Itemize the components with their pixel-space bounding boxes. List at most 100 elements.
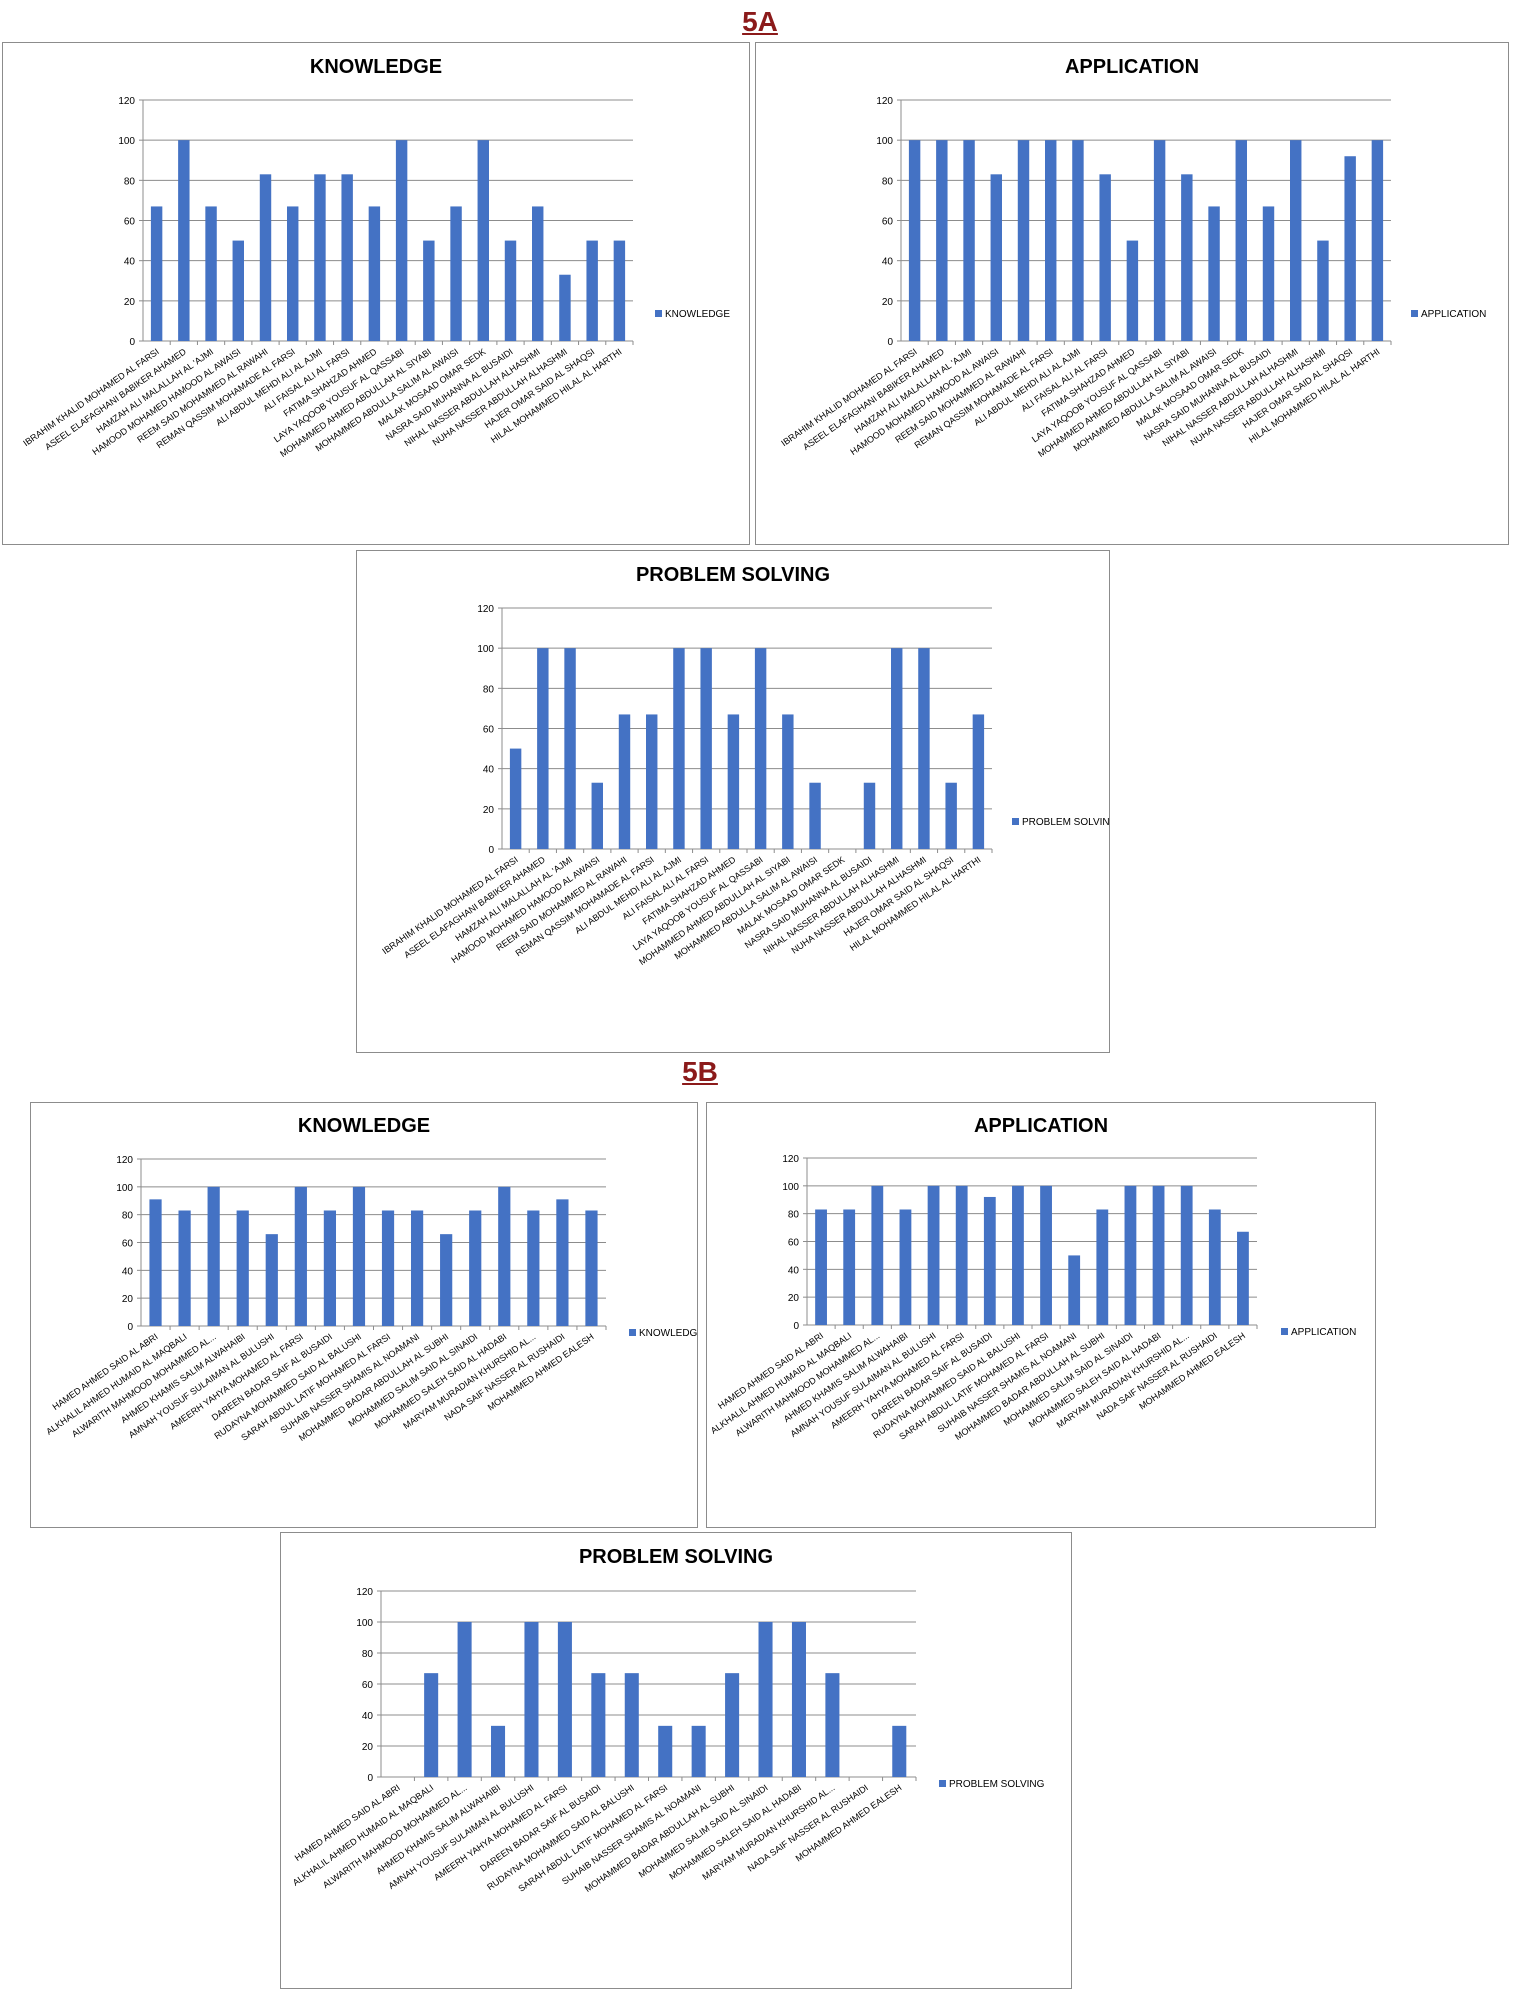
bar bbox=[1208, 206, 1220, 341]
chart-title: KNOWLEDGE bbox=[310, 56, 442, 78]
y-tick-label: 60 bbox=[362, 1680, 374, 1691]
legend-label: KNOWLEDGE bbox=[665, 309, 730, 320]
bar bbox=[352, 1186, 366, 1326]
bar bbox=[1126, 240, 1139, 341]
bar bbox=[314, 174, 326, 341]
chart-5b-knowledge: KNOWLEDGE 0 20 40 60 80 100 120 HAMED AHMED SAID… bbox=[30, 1102, 698, 1528]
chart-title: PROBLEM SOLVING bbox=[579, 1546, 773, 1568]
bar bbox=[259, 174, 272, 341]
bar bbox=[908, 140, 921, 341]
legend-label: APPLICATION bbox=[1291, 1327, 1356, 1338]
bar bbox=[537, 648, 549, 849]
bar bbox=[491, 1725, 506, 1777]
bar bbox=[423, 240, 435, 341]
bar bbox=[1180, 1185, 1193, 1325]
y-tick-label: 20 bbox=[483, 805, 495, 816]
bar bbox=[532, 206, 544, 341]
y-tick-label: 0 bbox=[488, 845, 494, 856]
legend-label: KNOWLEDGE bbox=[639, 1328, 697, 1339]
legend-swatch bbox=[1012, 818, 1019, 825]
bar bbox=[725, 1673, 740, 1777]
chart-title: APPLICATION bbox=[1065, 56, 1199, 78]
bar bbox=[1344, 156, 1356, 341]
y-tick-label: 0 bbox=[129, 337, 135, 348]
bar bbox=[178, 1210, 191, 1326]
y-tick-label: 20 bbox=[788, 1293, 800, 1304]
bar bbox=[782, 714, 794, 849]
bar bbox=[1208, 1209, 1221, 1325]
y-tick-label: 120 bbox=[782, 1154, 799, 1165]
bar bbox=[1153, 140, 1166, 341]
bar bbox=[863, 782, 876, 849]
section-title-5a: 5A bbox=[742, 6, 778, 37]
bar bbox=[1371, 140, 1384, 341]
y-tick-label: 0 bbox=[127, 1322, 133, 1333]
bar bbox=[557, 1622, 572, 1777]
y-tick-label: 60 bbox=[122, 1239, 134, 1250]
legend-swatch bbox=[655, 310, 662, 317]
bar bbox=[450, 206, 462, 341]
bar bbox=[504, 240, 517, 341]
bar bbox=[287, 206, 299, 341]
legend-swatch bbox=[939, 1780, 946, 1787]
bar bbox=[963, 140, 975, 341]
section-title-5b: 5B bbox=[682, 1056, 718, 1087]
y-tick-label: 40 bbox=[124, 257, 136, 268]
bar bbox=[381, 1210, 395, 1326]
bar bbox=[591, 1673, 606, 1777]
bar bbox=[395, 140, 408, 341]
bar bbox=[457, 1622, 472, 1777]
bar bbox=[232, 240, 244, 341]
bar bbox=[927, 1185, 940, 1325]
bar bbox=[1124, 1185, 1137, 1325]
y-tick-label: 0 bbox=[367, 1773, 373, 1784]
bar bbox=[294, 1186, 307, 1326]
y-tick-label: 40 bbox=[362, 1711, 374, 1722]
chart-5a-application: APPLICATION 0 20 40 60 80 100 120 IBRAHIM KHALID… bbox=[755, 42, 1509, 545]
bar bbox=[265, 1234, 278, 1326]
chart-title: PROBLEM SOLVING bbox=[636, 564, 830, 586]
bar bbox=[613, 240, 626, 341]
bar bbox=[815, 1209, 827, 1325]
bar bbox=[591, 782, 603, 849]
bar bbox=[791, 1622, 806, 1777]
bar bbox=[758, 1622, 773, 1777]
bar bbox=[1237, 1231, 1249, 1325]
y-tick-label: 20 bbox=[124, 297, 136, 308]
y-tick-label: 80 bbox=[882, 176, 894, 187]
y-tick-label: 100 bbox=[356, 1618, 373, 1629]
bar bbox=[205, 206, 217, 341]
legend-label: APPLICATION bbox=[1421, 309, 1486, 320]
y-tick-label: 40 bbox=[882, 257, 894, 268]
bar bbox=[207, 1186, 220, 1326]
bar bbox=[236, 1210, 249, 1326]
bar bbox=[673, 648, 685, 849]
y-tick-label: 0 bbox=[887, 337, 893, 348]
bar bbox=[1040, 1185, 1052, 1325]
bar bbox=[809, 782, 821, 849]
chart-5a-knowledge: KNOWLEDGE 0 20 40 60 80 100 120 IBRAHIM KHALID M… bbox=[2, 42, 750, 545]
y-tick-label: 60 bbox=[124, 217, 136, 228]
bar bbox=[945, 782, 957, 849]
y-tick-label: 100 bbox=[118, 136, 135, 147]
bar bbox=[1012, 1185, 1024, 1325]
y-tick-label: 20 bbox=[882, 297, 894, 308]
y-tick-label: 120 bbox=[477, 604, 494, 615]
bar bbox=[1072, 140, 1084, 341]
y-tick-label: 80 bbox=[124, 176, 136, 187]
bar bbox=[918, 648, 930, 849]
bar bbox=[323, 1210, 337, 1326]
bar bbox=[983, 1196, 996, 1325]
bar bbox=[825, 1673, 840, 1777]
bar bbox=[727, 714, 740, 849]
bar bbox=[564, 648, 576, 849]
bar bbox=[892, 1725, 907, 1777]
legend-swatch bbox=[1281, 1328, 1288, 1335]
bar bbox=[524, 1622, 539, 1777]
y-tick-label: 120 bbox=[356, 1587, 373, 1598]
bar bbox=[1152, 1185, 1165, 1325]
y-tick-label: 100 bbox=[477, 644, 494, 655]
bar bbox=[341, 174, 353, 341]
